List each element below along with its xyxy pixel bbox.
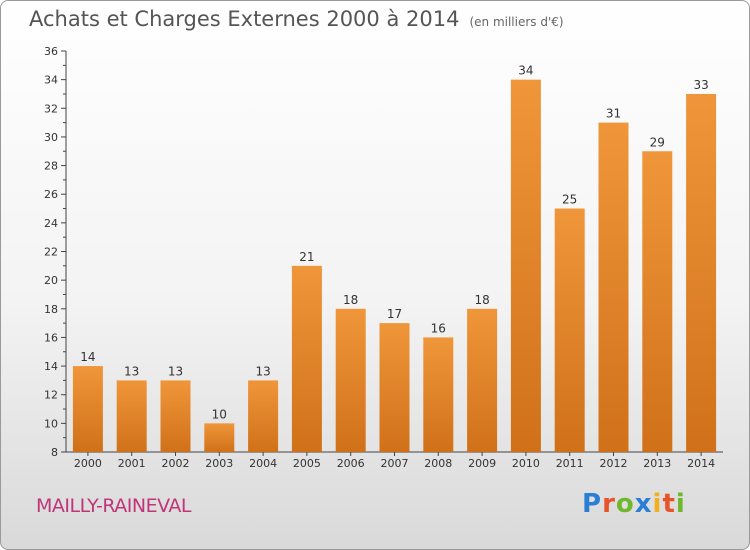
bar-value-label: 13 (255, 364, 270, 378)
bar (598, 122, 629, 452)
x-tick-label: 2013 (643, 457, 671, 470)
bar-value-label: 18 (343, 293, 358, 307)
x-tick-label: 2002 (162, 457, 190, 470)
y-tick-label: 32 (44, 102, 58, 115)
bar-value-label: 33 (693, 78, 708, 92)
y-tick-label: 22 (44, 246, 58, 259)
y-tick-label: 10 (44, 417, 58, 430)
bar-value-label: 17 (387, 307, 402, 321)
x-tick-label: 2011 (556, 457, 584, 470)
x-tick-label: 2003 (205, 457, 233, 470)
brand-letter: t (662, 489, 676, 519)
brand-letter: i (675, 489, 686, 519)
bar (554, 208, 585, 452)
x-tick-label: 2008 (424, 457, 452, 470)
y-tick-label: 20 (44, 274, 58, 287)
brand-logo: Proxiti (582, 489, 686, 519)
bar (248, 380, 279, 452)
bar (467, 308, 498, 452)
bar-value-label: 21 (299, 250, 314, 264)
bar-value-label: 31 (606, 107, 621, 121)
bar-value-label: 10 (212, 407, 227, 421)
bar-value-label: 14 (80, 350, 95, 364)
bar-value-label: 13 (168, 364, 183, 378)
y-tick-label: 24 (44, 217, 58, 230)
x-tick-label: 2006 (337, 457, 365, 470)
chart-title: Achats et Charges Externes 2000 à 2014 (e… (29, 7, 564, 31)
bar (116, 380, 147, 452)
y-tick-label: 8 (51, 446, 58, 459)
x-tick-label: 2001 (118, 457, 146, 470)
chart-subtitle: (en milliers d'€) (469, 15, 564, 29)
brand-letter: i (652, 489, 663, 519)
y-tick-label: 34 (44, 74, 58, 87)
x-tick-label: 2010 (512, 457, 540, 470)
brand-letter: o (615, 489, 635, 519)
bar (686, 93, 717, 452)
bar-value-label: 18 (474, 293, 489, 307)
bar (335, 308, 366, 452)
y-tick-label: 12 (44, 389, 58, 402)
bar-value-label: 25 (562, 193, 577, 207)
y-tick-label: 26 (44, 188, 58, 201)
bar (379, 323, 410, 452)
y-tick-label: 30 (44, 131, 58, 144)
y-tick-label: 14 (44, 360, 58, 373)
chart-title-text: Achats et Charges Externes 2000 à 2014 (29, 7, 460, 31)
location-label: MAILLY-RAINEVAL (36, 495, 191, 517)
x-tick-label: 2012 (600, 457, 628, 470)
y-tick-label: 28 (44, 160, 58, 173)
bar (72, 366, 103, 452)
x-tick-label: 2014 (687, 457, 715, 470)
bar (160, 380, 191, 452)
bar (423, 337, 454, 452)
bar (204, 423, 235, 452)
y-tick-label: 16 (44, 331, 58, 344)
x-tick-label: 2009 (468, 457, 496, 470)
y-tick-label: 36 (44, 45, 58, 58)
brand-letter: x (634, 489, 653, 519)
bar-value-label: 29 (650, 135, 665, 149)
y-tick-label: 18 (44, 303, 58, 316)
brand-letter: r (602, 489, 616, 519)
x-tick-label: 2005 (293, 457, 321, 470)
x-tick-label: 2000 (74, 457, 102, 470)
bar-value-label: 16 (431, 321, 446, 335)
bar (510, 79, 541, 453)
bar (642, 151, 673, 452)
bar (291, 265, 322, 452)
bar-value-label: 34 (518, 64, 533, 78)
x-tick-label: 2007 (381, 457, 409, 470)
x-tick-label: 2004 (249, 457, 277, 470)
brand-letter: P (582, 489, 603, 519)
bar-value-label: 13 (124, 364, 139, 378)
